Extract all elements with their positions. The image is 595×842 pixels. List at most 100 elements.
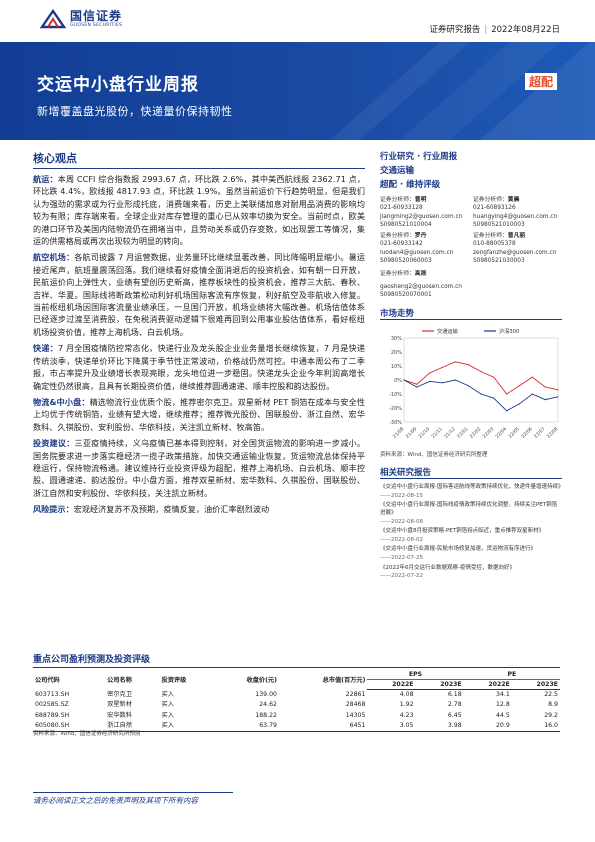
analyst-name: 黄晨 (507, 197, 520, 203)
series-point-1 (403, 379, 405, 381)
sidebar: 行业研究 · 行业周报 交通运输 超配 · 维持评级 证券分析师：曾明 021-6… (380, 150, 564, 583)
report-subtitle: 新增覆盖盘光股份，快递量价保持韧性 (37, 105, 233, 118)
cell-price: 24.62 (259, 701, 277, 709)
series-point-1 (467, 385, 469, 387)
col-eps: EPS (367, 670, 464, 680)
series-point-1 (544, 399, 546, 401)
cell-price: 139.00 (255, 690, 277, 698)
series-point-0 (493, 376, 495, 379)
report-date: 2022年08月22日 (491, 25, 560, 35)
series-point-1 (493, 397, 495, 400)
report-title: 交运中小盘行业周报 (37, 75, 199, 95)
logo-icon (40, 9, 66, 29)
cell-rating: 买入 (161, 690, 174, 698)
analyst-card: 证券分析师：罗丹 021-60933142 luodan4@guosen.com.c… (380, 232, 469, 265)
y-tick-label: 0% (394, 378, 402, 384)
y-tick-label: 30% (391, 336, 402, 342)
series-point-0 (416, 383, 418, 386)
series-point-0 (467, 364, 469, 366)
x-tick-label: 22/07 (533, 426, 547, 440)
core-paragraph: 快递：7 月全国疫情防控常态化，快递行业及龙头股企业业务量增长继续恢复，7 月是… (33, 342, 365, 392)
series-point-1 (441, 382, 444, 384)
related-report-title: 《交运中小盘行业周报-国际客运航线等政策持续优化，快递件量增速持续》 (380, 484, 564, 491)
analyst-email: huangying4@guosen.com.cn (473, 213, 558, 220)
col-price: 收盘价(元) (246, 677, 277, 685)
x-tick-label: 22/03 (482, 426, 496, 440)
series-point-0 (531, 376, 533, 379)
x-tick-label: 22/05 (507, 426, 521, 440)
table-row: 002585.SZ 双星新材 买入 24.62 28468 1.92 2.78 12.8 8.9 (33, 700, 560, 710)
company-logo: 国信证券 GUOSEN SECURITIES (40, 9, 122, 29)
analyst-label: 证券分析师： (473, 233, 508, 240)
col-pe-y1: 2022E (463, 679, 512, 690)
valuation-title: 重点公司盈利预测及投资评级 (33, 652, 560, 668)
legend-label-0: 交通运输 (437, 327, 459, 335)
col-pe-y2: 2023E (511, 679, 560, 690)
cell-name: 双星新材 (107, 701, 132, 709)
core-views: 核心观点 航运：本周 CCFI 综合指数报 2993.67 点，环比跌 2.6%… (33, 150, 365, 520)
series-point-0 (506, 393, 508, 395)
cell-eps1: 3.05 (367, 720, 416, 733)
market-chart: 30%20%10%0%-10%-20%-30%21/08 21/09 21/10 21… (389, 327, 560, 440)
contact-block: 证券分析师：高晟 gaosheng2@guosen.com.cn S098052… (380, 270, 562, 299)
col-rating: 投资评级 (161, 677, 187, 685)
cell-eps1: 4.08 (399, 691, 414, 698)
paragraph-text: 精选物流行业优质个股，推荐密尔克卫。双星新材 PET 铜箔在成本与安全性上均优于… (33, 396, 365, 432)
related-report-title: 《交运中小盘行业周报-民航市场修复加速，货运物流有序进行》 (380, 546, 536, 553)
cell-eps2: 2.78 (447, 701, 462, 709)
cell-pe2: 29.2 (544, 711, 558, 719)
cell-name: 浙江自然 (105, 720, 160, 733)
core-paragraph: 物流&中小盘：精选物流行业优质个股，推荐密尔克卫。双星新材 PET 铜箔在成本与… (33, 396, 365, 433)
series-line-0 (403, 361, 559, 395)
valuation-table: 公司代码 公司名称 投资评级 收盘价(元) 总市值(百万元) EPS PE 20… (33, 670, 560, 733)
paragraph-lead: 投资建议： (33, 438, 75, 449)
table-row: 605080.SH 浙江自然 买入 63.79 6451 3.05 3.98 20.9 16.0 (33, 720, 560, 733)
analyst-phone: 021-60933142 (380, 241, 423, 248)
related-title: 相关研究报告 (380, 466, 562, 480)
paragraph-lead: 快递： (33, 343, 58, 354)
analyst-label: 证券分析师： (380, 233, 415, 240)
series-point-1 (416, 386, 418, 388)
table-source: 资料来源：Wind、国信证券经济研究所预测 (33, 731, 141, 737)
analyst-cert: S0980521010004 (380, 221, 432, 228)
paragraph-text: 本周 CCFI 综合指数报 2993.67 点，环比跌 2.6%，其中美西航线报… (33, 174, 365, 247)
table-row: 688789.SH 宏华数科 买入 188.22 14305 4.23 6.45 44.5 29… (33, 711, 560, 721)
cell-pe1: 44.5 (496, 711, 510, 719)
cell-pe1: 20.9 (463, 720, 512, 733)
series-point-1 (454, 379, 456, 381)
y-tick-label: -20% (389, 406, 402, 412)
series-point-0 (544, 386, 546, 388)
meta-separator: | (484, 25, 488, 35)
chart-source: 资料来源：Wind、国信证券经济研究所整理 (380, 452, 488, 459)
paragraph-lead: 航空机场： (33, 252, 75, 263)
paragraph-text: 宏观经济复苏不及预期，疫情反复，油价汇率剧烈波动 (73, 504, 270, 515)
paragraph-lead: 风险提示： (33, 504, 74, 515)
series-point-0 (557, 389, 559, 391)
cell-eps1: 4.23 (399, 711, 414, 719)
col-eps-y1: 2022E (367, 679, 416, 690)
rating-badge: 超配 (524, 73, 557, 90)
core-paragraph: 投资建议：三亚疫情持续，义乌疫情已基本得到控制，对全国货运物流的影响进一步减小。… (33, 437, 365, 499)
analyst-label: 证券分析师： (380, 197, 415, 203)
related-report-date: ——2022-07-25 (380, 555, 423, 562)
core-paragraph: 航空机场：各航司披露 7 月运营数据，业务量环比继续显著改善，同比降幅明显缩小。… (33, 251, 365, 338)
paragraph-lead: 航运： (33, 174, 58, 184)
cell-code: 603713.SH (35, 690, 70, 698)
x-tick-label: 22/08 (546, 426, 560, 440)
paragraph-text: 7 月全国疫情防控常态化，快递行业及龙头股企业业务量增长继续恢复，7 月是快递传… (33, 343, 365, 391)
logo-en-text: GUOSEN SECURITIES (70, 22, 123, 28)
related-report-date: ——2022-08-08 (380, 518, 423, 525)
series-point-1 (429, 381, 431, 383)
cell-eps2: 6.45 (447, 711, 462, 719)
analyst-cert: S0980521030003 (473, 258, 525, 265)
cell-eps2: 3.98 (415, 720, 464, 733)
analyst-name: 曾凡丽 (507, 233, 526, 240)
related-reports: 《交运中小盘行业周报-国际客运航线等政策持续优化，快递件量增速持续》 ——2022… (380, 484, 564, 581)
paragraph-text: 三亚疫情持续，义乌疫情已基本得到控制，对全国货运物流的影响进一步减小。国务院要求… (33, 438, 365, 498)
cell-price: 63.79 (213, 720, 279, 733)
industry-line: 行业研究 · 行业周报 (380, 152, 458, 162)
cell-pe2: 22.5 (544, 691, 558, 698)
core-paragraph: 航运：本周 CCFI 综合指数报 2993.67 点，环比跌 2.6%，其中美西… (33, 173, 365, 247)
contact-label: 证券分析师： (380, 271, 415, 278)
paragraph-lead: 物流&中小盘： (33, 396, 90, 407)
